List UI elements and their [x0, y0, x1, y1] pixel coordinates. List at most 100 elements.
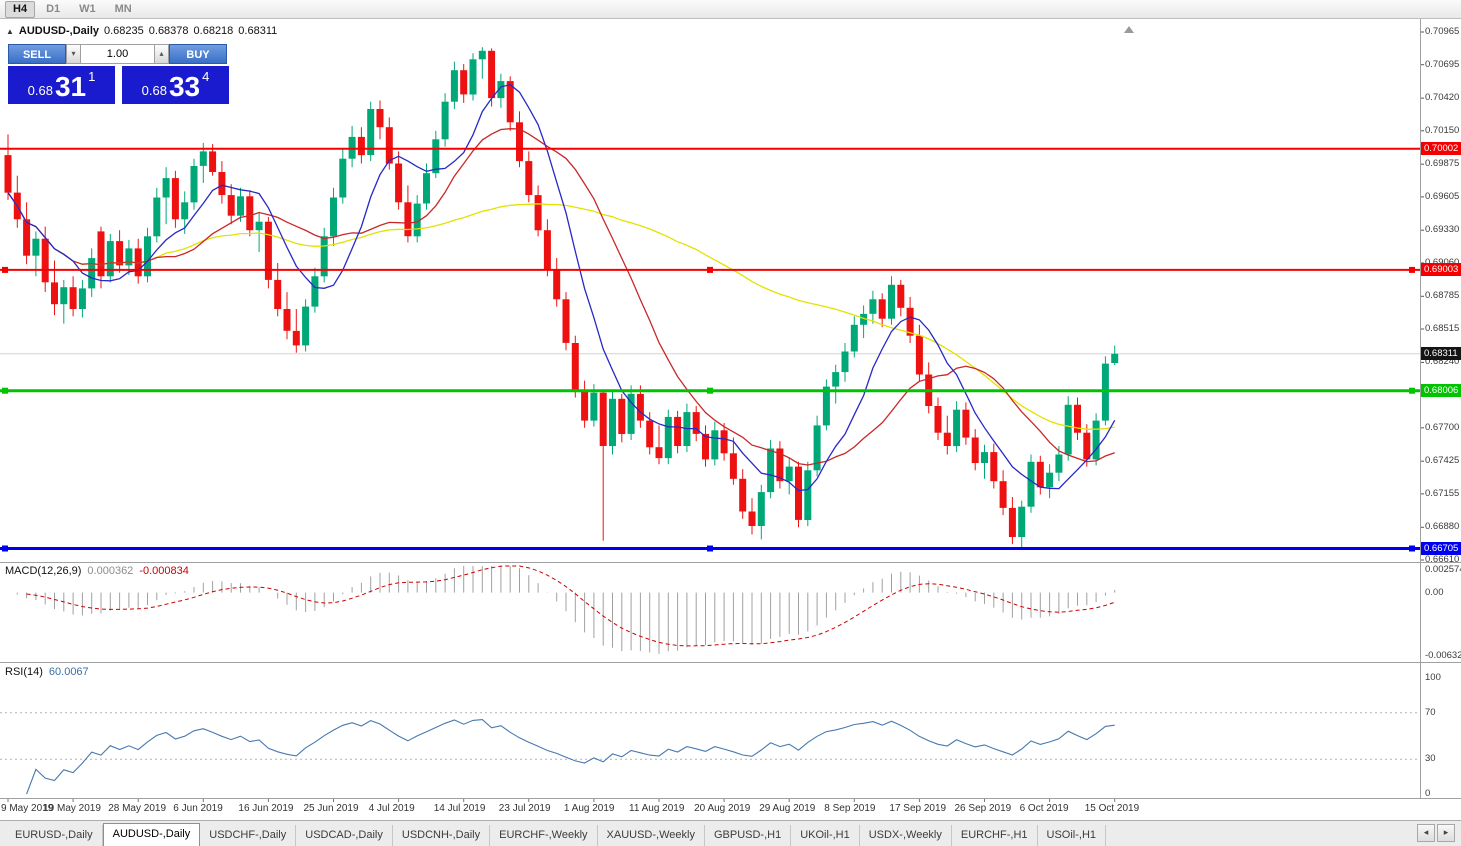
- date-label: 6 Jun 2019: [173, 803, 223, 814]
- trade-prices-row: 0.68 31 1 0.68 33 4: [8, 66, 229, 104]
- sell-price-display[interactable]: 0.68 31 1: [8, 66, 115, 104]
- chart-icon: ▲: [6, 26, 14, 36]
- ohlc-close: 0.68311: [238, 25, 278, 37]
- hline-price-tag: 0.66705: [1421, 541, 1461, 555]
- date-label: 6 Oct 2019: [1019, 803, 1069, 814]
- chart-background: [0, 19, 1461, 820]
- axis-label: 0.00: [1425, 586, 1444, 598]
- macd-indicator-label: MACD(12,26,9) 0.000362 -0.000834: [5, 565, 189, 577]
- chart-tab[interactable]: AUDUSD-,Daily: [102, 823, 201, 846]
- timeframe-button-h4[interactable]: H4: [5, 0, 36, 18]
- buy-price-point: 4: [202, 69, 210, 84]
- date-label: 15 Oct 2019: [1084, 803, 1140, 814]
- sell-button[interactable]: SELL: [8, 44, 66, 64]
- sell-price-point: 1: [88, 69, 96, 84]
- date-label: 1 Aug 2019: [563, 803, 615, 814]
- current-price-tag: 0.68311: [1421, 346, 1461, 360]
- axis-label: 0.67700: [1425, 421, 1460, 433]
- date-label: 28 May 2019: [108, 803, 167, 814]
- axis-label: 0.69875: [1425, 158, 1460, 170]
- arrow-right-icon: ▸: [1443, 827, 1449, 837]
- date-label: 11 Aug 2019: [629, 803, 685, 814]
- axis-label: 0.66610: [1425, 554, 1460, 565]
- buy-button[interactable]: BUY: [169, 44, 227, 64]
- axis-label: 0.70965: [1425, 26, 1460, 37]
- lot-increase-button[interactable]: ▴: [154, 44, 169, 64]
- date-label: 9 May 2019: [1, 803, 54, 814]
- buy-price-prefix: 0.68: [141, 83, 167, 98]
- macd-name: MACD(12,26,9): [5, 565, 82, 577]
- hline-price-tag: 0.70002: [1421, 141, 1461, 155]
- macd-value-main: 0.000362: [87, 565, 134, 577]
- panel-splitter-rsi[interactable]: [0, 662, 1461, 663]
- buy-price-pips: 33: [168, 71, 201, 102]
- axis-label: 0.67425: [1425, 455, 1460, 467]
- chart-tabs-bar: EURUSD-,Daily AUDUSD-,Daily USDCHF-,Daily U…: [0, 820, 1461, 846]
- panel-splitter-time-axis[interactable]: [0, 798, 1461, 799]
- chart-tab[interactable]: GBPUSD-,H1: [705, 825, 792, 846]
- date-label: 8 Sep 2019: [824, 803, 876, 814]
- time-axis[interactable]: 9 May 2019 19 May 2019 28 May 2019 6 Jun 20…: [0, 799, 1420, 819]
- axis-label: 0.70420: [1425, 92, 1460, 104]
- date-label: 14 Jul 2019: [433, 803, 486, 814]
- axis-label: 70: [1425, 706, 1436, 718]
- ohlc-low: 0.68218: [193, 25, 234, 37]
- trade-controls-row: SELL ▾ 1.00 ▴ BUY: [8, 44, 229, 64]
- rsi-name: RSI(14): [5, 666, 43, 678]
- axis-label: 0.70695: [1425, 58, 1460, 70]
- hline-price-tag: 0.68006: [1421, 383, 1461, 397]
- chevron-down-icon: ▾: [71, 49, 76, 58]
- one-click-trading-panel: SELL ▾ 1.00 ▴ BUY 0.68 31 1 0.68 33 4: [8, 44, 229, 104]
- axis-label: -0.006326: [1425, 650, 1461, 661]
- timeframe-button-mn[interactable]: MN: [114, 2, 132, 15]
- axis-label: 0.002574: [1425, 564, 1461, 575]
- panel-splitter-macd[interactable]: [0, 562, 1461, 563]
- chart-tab[interactable]: USDCHF-,Daily: [200, 825, 297, 846]
- lot-size-input[interactable]: 1.00: [81, 44, 154, 64]
- date-label: 4 Jul 2019: [368, 803, 415, 814]
- chevron-up-icon: ▴: [159, 49, 164, 58]
- date-label: 17 Sep 2019: [889, 803, 947, 814]
- hline-price-tag: 0.69003: [1421, 262, 1461, 276]
- arrow-left-icon: ◂: [1423, 827, 1429, 837]
- axis-label: 0.66880: [1425, 521, 1460, 533]
- axis-label: 0.69330: [1425, 224, 1460, 236]
- axis-label: 0.70150: [1425, 124, 1460, 136]
- sell-price-prefix: 0.68: [27, 83, 53, 98]
- price-axis[interactable]: 0.70965 0.70695 0.70420 0.70150 0.69875 0.696…: [1421, 0, 1461, 820]
- date-label: 20 Aug 2019: [694, 803, 751, 814]
- chart-tab[interactable]: USDX-,Weekly: [860, 825, 952, 846]
- timeframe-button-w1[interactable]: W1: [79, 2, 96, 15]
- date-label: 26 Sep 2019: [954, 803, 1012, 814]
- ohlc-open: 0.68235: [104, 25, 144, 37]
- axis-label: 0: [1425, 788, 1431, 799]
- chart-tab[interactable]: EURCHF-,H1: [952, 825, 1038, 846]
- chart-title: ▲ AUDUSD-,Daily 0.68235 0.68378 0.68218 …: [6, 25, 277, 37]
- chart-tabs: EURUSD-,Daily AUDUSD-,Daily USDCHF-,Daily U…: [6, 823, 1417, 846]
- timeframe-button-d1[interactable]: D1: [46, 2, 61, 15]
- lot-decrease-button[interactable]: ▾: [66, 44, 81, 64]
- rsi-value: 60.0067: [48, 666, 89, 678]
- chart-tab[interactable]: USDCAD-,Daily: [296, 825, 393, 846]
- tab-scroll-left-button[interactable]: ◂: [1417, 824, 1435, 842]
- chart-tab[interactable]: XAUUSD-,Weekly: [598, 825, 705, 846]
- timeframe-buttons: H4 D1 W1 MN: [5, 0, 143, 18]
- axis-label: 0.68515: [1425, 323, 1460, 334]
- tab-scroll-right-button[interactable]: ▸: [1437, 824, 1455, 842]
- chart-tab[interactable]: EURUSD-,Daily: [6, 825, 103, 846]
- chart-tab[interactable]: USDCNH-,Daily: [393, 825, 491, 846]
- sell-price-pips: 31: [54, 71, 87, 102]
- date-label: 25 Jun 2019: [303, 803, 359, 814]
- macd-value-signal: -0.000834: [139, 565, 189, 577]
- ohlc-high: 0.68378: [148, 25, 189, 37]
- axis-label: 30: [1425, 753, 1436, 765]
- buy-price-display[interactable]: 0.68 33 4: [122, 66, 229, 104]
- symbol-label: AUDUSD-,Daily: [18, 25, 99, 37]
- chart-tab[interactable]: EURCHF-,Weekly: [490, 825, 598, 846]
- axis-label: 0.68785: [1425, 290, 1460, 302]
- axis-label: 0.69605: [1425, 190, 1460, 202]
- chart-tab[interactable]: UKOil-,H1: [791, 825, 860, 846]
- chart-tab[interactable]: USOil-,H1: [1038, 825, 1107, 846]
- timeframe-toolbar: H4 D1 W1 MN: [0, 0, 1461, 19]
- date-label: 19 May 2019: [43, 803, 101, 814]
